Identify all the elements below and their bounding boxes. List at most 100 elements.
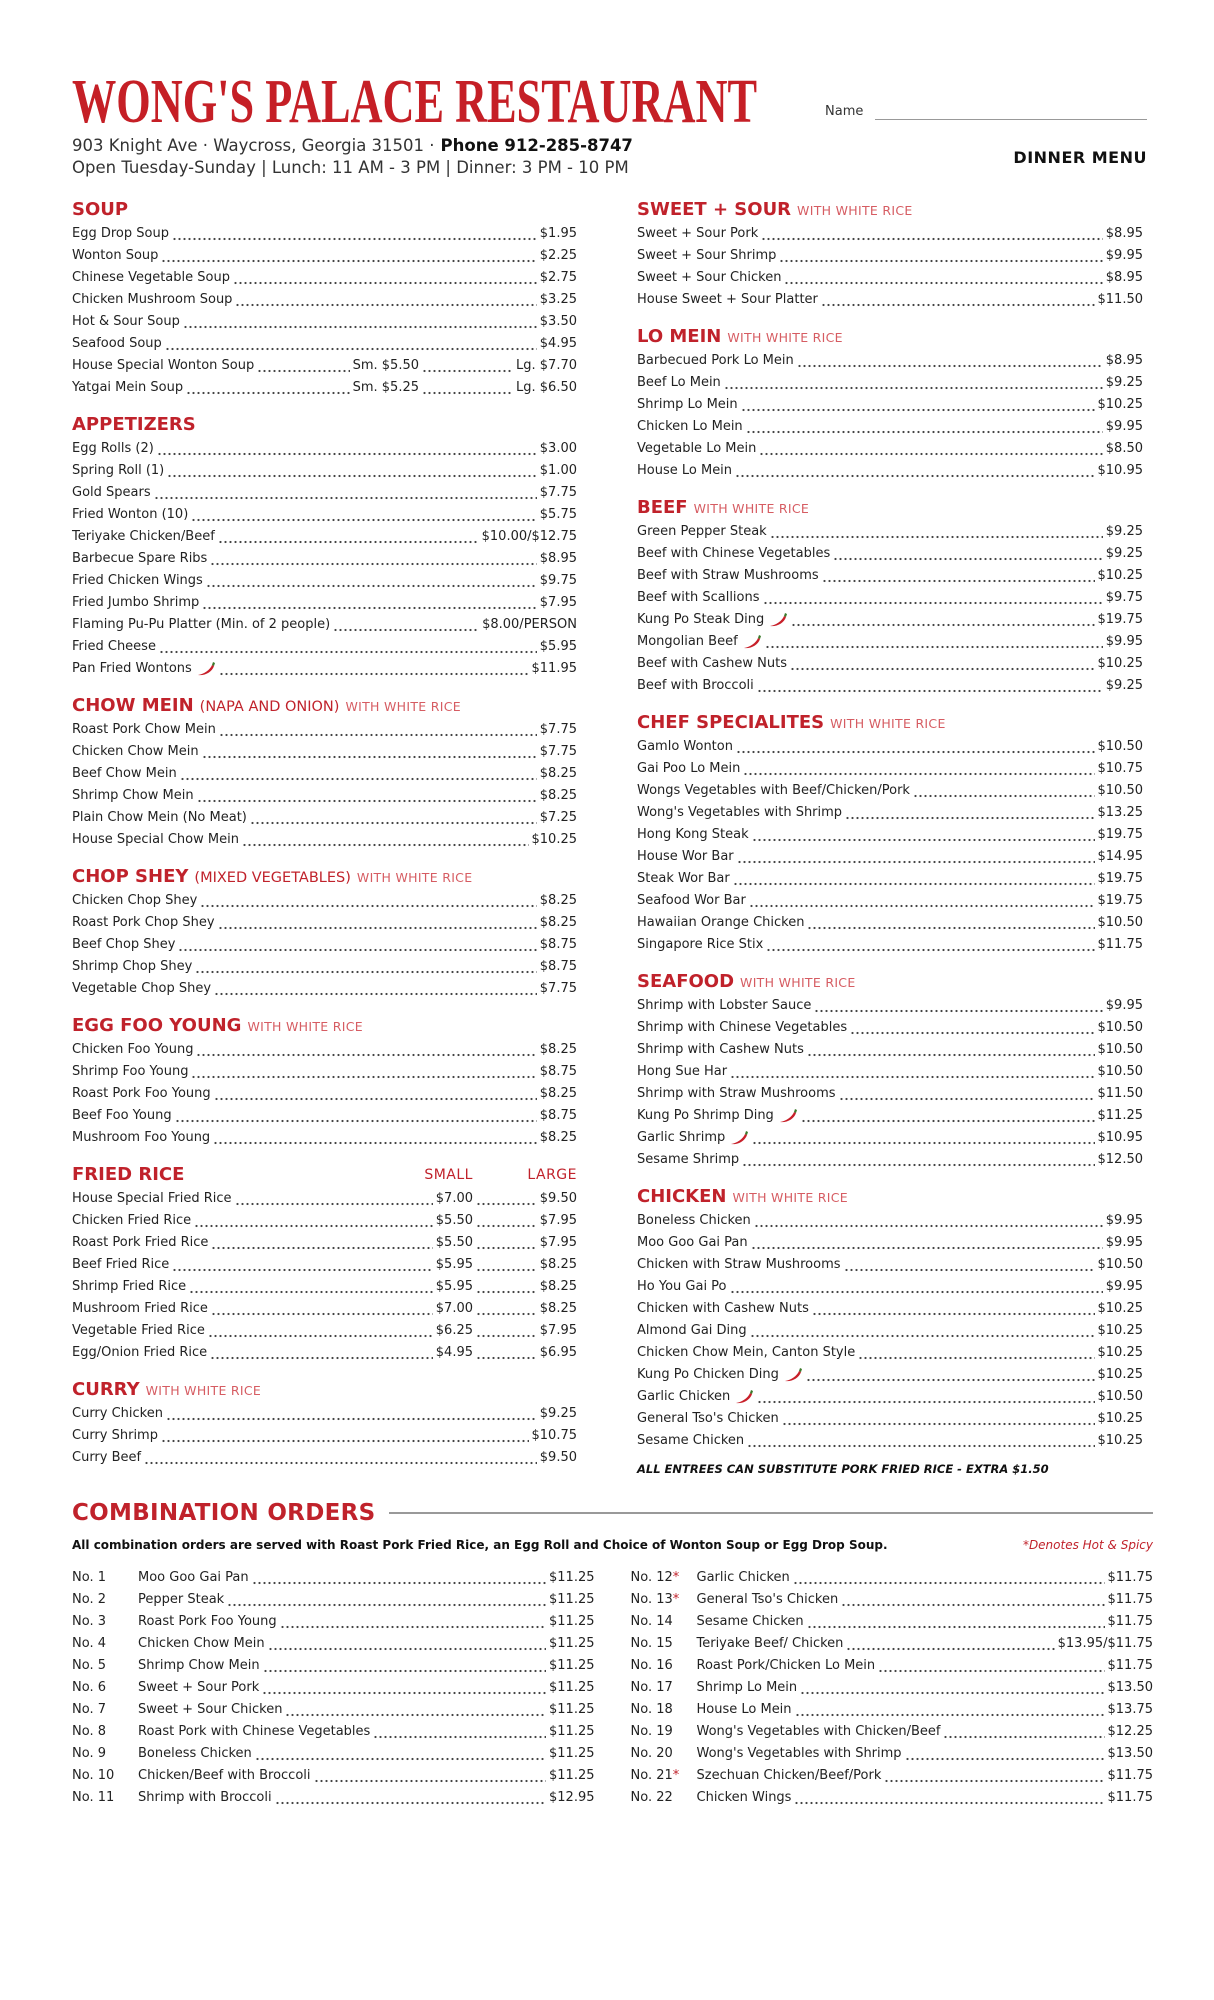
menu-item: Teriyake Chicken/Beef $10.00/$12.75 — [72, 526, 577, 548]
item-name: Roast Pork Chow Mein — [72, 722, 216, 737]
menu-item: Almond Gai Ding $10.25 — [637, 1320, 1143, 1342]
price-group: $7.95 — [473, 1210, 577, 1232]
item-name: House Lo Mein — [637, 463, 733, 478]
menu-item: Sweet + Sour Pork $8.95 — [637, 223, 1143, 245]
item-price: $19.75 — [1097, 893, 1144, 908]
dot-leader — [784, 267, 1103, 289]
dot-leader — [800, 1677, 1105, 1699]
item-price: $11.75 — [1097, 937, 1144, 952]
menu-item: Boneless Chicken $9.95 — [637, 1210, 1143, 1232]
combination-item: No. 2 Pepper Steak $11.25 — [72, 1589, 595, 1611]
dot-leader — [251, 1567, 546, 1589]
dot-leader — [806, 1039, 1095, 1061]
menu-item: Yatgai Mein Soup Sm. $5.25 Lg. $6.50 — [72, 377, 577, 399]
chili-icon — [743, 635, 761, 649]
dot-leader — [217, 526, 479, 548]
item-price: $10.50 — [1097, 739, 1144, 754]
combo-name: House Lo Mein — [696, 1702, 792, 1717]
combo-no: No. 22 — [630, 1790, 673, 1805]
combo-number: No. 9 — [72, 1743, 138, 1765]
menu-item: Gamlo Wonton $10.50 — [637, 736, 1143, 758]
address: 903 Knight Ave · Waycross, Georgia 31501… — [72, 136, 435, 155]
item-name: House Wor Bar — [637, 849, 734, 864]
item-price: $7.75 — [539, 744, 577, 759]
combo-no: No. 9 — [72, 1746, 106, 1761]
section-subtitle: WITH WHITE RICE — [732, 1190, 849, 1205]
item-name: Hot & Sour Soup — [72, 314, 180, 329]
menu-item: Beef Foo Young $8.75 — [72, 1105, 577, 1127]
menu-item: Shrimp Foo Young $8.75 — [72, 1061, 577, 1083]
menu-item: Roast Pork Foo Young $8.25 — [72, 1083, 577, 1105]
combo-number: No. 19 — [631, 1721, 697, 1743]
combo-name: Shrimp with Broccoli — [138, 1790, 272, 1805]
item-name: House Sweet + Sour Platter — [637, 292, 818, 307]
section-title: BEEF — [637, 497, 688, 518]
menu-item: Green Pepper Steak $9.25 — [637, 521, 1143, 543]
item-price: $10.50 — [1097, 783, 1144, 798]
dot-leader — [756, 675, 1103, 697]
dot-leader — [850, 1017, 1095, 1039]
item-price: $5.50 — [435, 1235, 473, 1250]
combo-price: $11.75 — [1107, 1592, 1154, 1607]
item-price: $11.50 — [1097, 1086, 1144, 1101]
combo-price: $11.75 — [1107, 1768, 1154, 1783]
item-price: $8.25 — [539, 788, 577, 803]
section-subtitle: WITH WHITE RICE — [356, 870, 473, 885]
dot-leader — [213, 1083, 537, 1105]
menu-item: Gai Poo Lo Mein $10.75 — [637, 758, 1143, 780]
item-name: Chicken Chow Mein, Canton Style — [637, 1345, 856, 1360]
combo-name: General Tso's Chicken — [696, 1592, 839, 1607]
chili-icon — [770, 613, 788, 627]
menu-item: Beef Lo Mein $9.25 — [637, 372, 1143, 394]
item-name: Chicken Fried Rice — [72, 1213, 192, 1228]
combination-item: No. 6 Sweet + Sour Pork $11.25 — [72, 1677, 595, 1699]
dot-leader — [761, 223, 1103, 245]
menu-item: Shrimp Chop Shey $8.75 — [72, 956, 577, 978]
price-group: $8.25 — [473, 1254, 577, 1276]
item-name: Chinese Vegetable Soup — [72, 270, 230, 285]
menu-section: FRIED RICE SMALL LARGE House Special Fried … — [72, 1162, 577, 1364]
item-name: Roast Pork Chop Shey — [72, 915, 215, 930]
item-price: $7.95 — [539, 595, 577, 610]
combination-orders: COMBINATION ORDERS All combination order… — [72, 1497, 1153, 1809]
item-name: Beef with Cashew Nuts — [637, 656, 787, 671]
item-price: $9.50 — [539, 1450, 577, 1465]
menu-item: Mongolian Beef $9.95 — [637, 631, 1143, 653]
combo-no: No. 4 — [72, 1636, 106, 1651]
combo-price: $11.25 — [549, 1746, 595, 1761]
item-price: $9.95 — [1105, 1235, 1143, 1250]
dot-leader — [750, 1232, 1103, 1254]
combo-number: No. 22 — [631, 1787, 697, 1809]
menu-item: Wongs Vegetables with Beef/Chicken/Pork $… — [637, 780, 1143, 802]
dot-leader — [210, 1298, 433, 1320]
combo-no: No. 18 — [630, 1702, 673, 1717]
combo-name: Shrimp Chow Mein — [138, 1658, 260, 1673]
dot-leader — [214, 978, 537, 1000]
item-name: Beef Fried Rice — [72, 1257, 170, 1272]
item-name: Hong Sue Har — [637, 1064, 728, 1079]
menu-section: CHICKEN WITH WHITE RICE Boneless Chicken $9… — [637, 1184, 1143, 1452]
item-price: $19.75 — [1097, 612, 1144, 627]
chili-icon — [736, 1390, 754, 1404]
combination-item: No. 16 Roast Pork/Chicken Lo Mein $11.75 — [631, 1655, 1153, 1677]
item-price: $10.75 — [1097, 761, 1144, 776]
combination-item: No. 11 Shrimp with Broccoli $12.95 — [72, 1787, 595, 1809]
item-name: Chicken Foo Young — [72, 1042, 194, 1057]
item-price: $19.75 — [1097, 871, 1144, 886]
menu-section: CURRY WITH WHITE RICE Curry Chicken $9.25 Cu… — [72, 1377, 577, 1469]
dot-leader — [811, 1298, 1095, 1320]
item-name: Beef Foo Young — [72, 1108, 172, 1123]
item-name: Barbecue Spare Ribs — [72, 551, 208, 566]
item-price: $7.00 — [435, 1191, 473, 1206]
menu-section: BEEF WITH WHITE RICE Green Pepper Steak $9.… — [637, 495, 1143, 697]
item-price: $5.50 — [435, 1213, 473, 1228]
dot-leader — [217, 912, 537, 934]
combo-number: No. 20 — [631, 1743, 697, 1765]
menu-item: House Special Chow Mein $10.25 — [72, 829, 577, 851]
footnote: ALL ENTREES CAN SUBSTITUTE PORK FRIED RI… — [637, 1462, 1049, 1476]
price-group: $8.25 — [473, 1298, 577, 1320]
item-name: Beef Chow Mein — [72, 766, 177, 781]
item-name: Beef with Chinese Vegetables — [637, 546, 831, 561]
combo-no: No. 19 — [630, 1724, 673, 1739]
section-title: EGG FOO YOUNG — [72, 1015, 242, 1036]
